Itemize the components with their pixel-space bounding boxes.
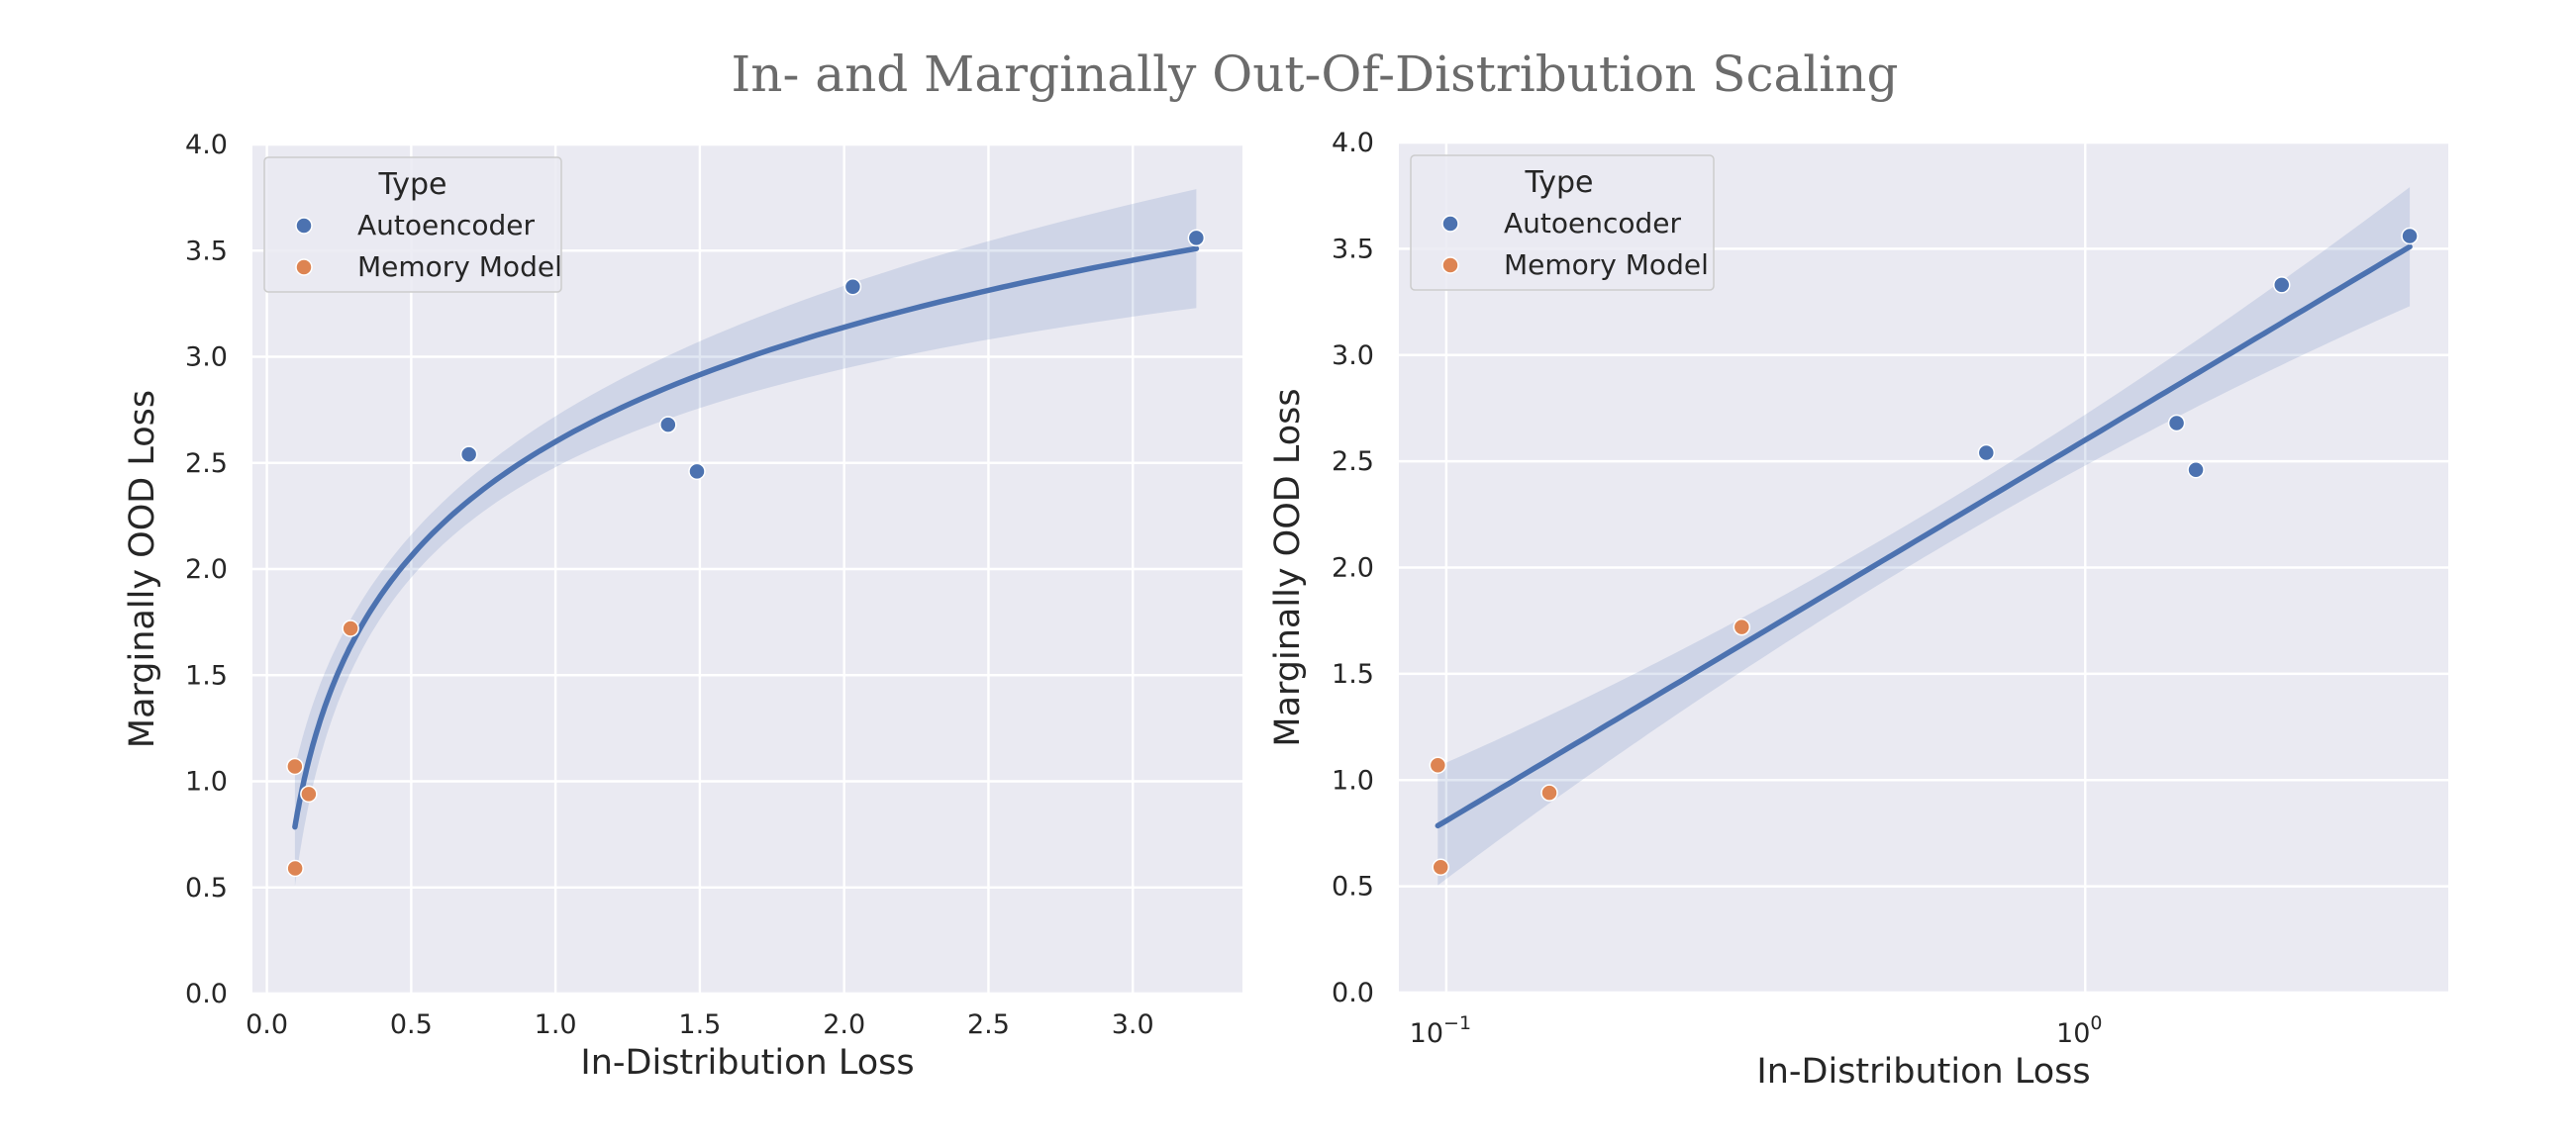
y-tick-label: 0.0 <box>185 979 228 1009</box>
legend: Type Autoencoder Memory Model <box>263 156 562 293</box>
memory-model-point <box>1733 618 1751 636</box>
y-tick-label: 2.0 <box>1332 553 1374 584</box>
autoencoder-point <box>1187 229 1206 247</box>
legend: Type Autoencoder Memory Model <box>1410 154 1715 291</box>
autoencoder-point <box>459 445 478 463</box>
x-tick-base: 10 <box>2056 1018 2090 1049</box>
autoencoder-point <box>2401 227 2419 245</box>
y-tick-label: 2.5 <box>185 448 228 479</box>
confidence-band <box>294 189 1197 887</box>
memory-model-point <box>1429 756 1447 774</box>
y-axis-label: Marginally OOD Loss <box>1268 388 1308 746</box>
autoencoder-point <box>2187 460 2205 479</box>
memory-model-point <box>1432 858 1449 877</box>
autoencoder-legend-marker <box>295 217 313 235</box>
legend-label: Memory Model <box>357 250 562 283</box>
y-tick-label: 1.0 <box>185 767 228 798</box>
memory-model-legend-marker <box>1441 256 1459 274</box>
autoencoder-point <box>688 462 706 481</box>
y-tick-label: 0.5 <box>1332 872 1374 903</box>
x-tick-label: 1.0 <box>535 1009 577 1040</box>
right-chart-panel: 0.00.51.01.52.02.53.03.54.010−1 100In-Dis… <box>1268 128 2448 1092</box>
x-tick-label: 3.0 <box>1112 1009 1154 1040</box>
x-tick-base: 10 <box>1410 1018 1443 1049</box>
legend-label: Autoencoder <box>357 209 536 241</box>
y-tick-label: 2.5 <box>1332 446 1374 477</box>
autoencoder-point <box>2167 414 2186 432</box>
y-axis-label: Marginally OOD Loss <box>123 390 162 748</box>
y-tick-label: 3.0 <box>1332 340 1374 371</box>
autoencoder-point <box>1977 443 1996 462</box>
regression-line <box>1435 243 2413 829</box>
regression-line <box>292 245 1200 830</box>
x-tick-label: 10−1 <box>1410 1012 1471 1049</box>
y-tick-label: 0.5 <box>185 873 228 904</box>
memory-model-point <box>286 757 304 776</box>
legend-label: Autoencoder <box>1504 207 1682 239</box>
y-tick-label: 1.5 <box>185 660 228 691</box>
left-chart-panel: 0.0 0.5 1.0 1.5 2.0 2.5 3.0 3.5 4.0 0.0 0.5 1.0 1.5 2… <box>123 130 1242 1083</box>
legend-box <box>1410 154 1715 291</box>
legend-label: Memory Model <box>1504 248 1709 281</box>
autoencoder-point <box>2272 276 2291 294</box>
legend-title: Type <box>378 167 447 202</box>
x-tick-label: 100 <box>2056 1012 2102 1049</box>
figure-title: In- and Marginally Out-Of-Distribution S… <box>732 46 1899 103</box>
memory-model-point <box>300 785 318 804</box>
memory-model-legend-marker <box>295 258 313 276</box>
x-tick-exponent: −1 <box>1443 1012 1471 1034</box>
y-tick-label: 3.5 <box>185 236 228 266</box>
autoencoder-legend-marker <box>1441 215 1459 233</box>
legend-box <box>263 156 562 293</box>
x-axis-label: In-Distribution Loss <box>580 1043 914 1083</box>
autoencoder-point <box>843 277 862 296</box>
memory-model-point <box>1540 784 1558 802</box>
memory-model-point <box>342 620 359 637</box>
y-tick-label: 1.0 <box>1332 765 1374 796</box>
y-tick-label: 1.5 <box>1332 659 1374 690</box>
autoencoder-point <box>659 416 677 433</box>
y-tick-label: 3.0 <box>185 342 228 373</box>
y-tick-label: 3.5 <box>1332 234 1374 264</box>
memory-model-point <box>286 859 304 878</box>
x-tick-label: 2.5 <box>967 1009 1010 1040</box>
x-tick-exponent: 0 <box>2090 1012 2102 1034</box>
x-axis-label: In-Distribution Loss <box>1756 1052 2090 1092</box>
x-tick-label: 1.5 <box>678 1009 721 1040</box>
legend-title: Type <box>1525 165 1594 200</box>
y-tick-label: 2.0 <box>185 554 228 585</box>
x-tick-label: 2.0 <box>823 1009 865 1040</box>
y-tick-label: 0.0 <box>1332 978 1374 1008</box>
x-tick-label: 0.5 <box>390 1009 433 1040</box>
x-tick-label: 0.0 <box>246 1009 288 1040</box>
y-tick-label: 4.0 <box>185 130 228 160</box>
y-tick-label: 4.0 <box>1332 128 1374 158</box>
